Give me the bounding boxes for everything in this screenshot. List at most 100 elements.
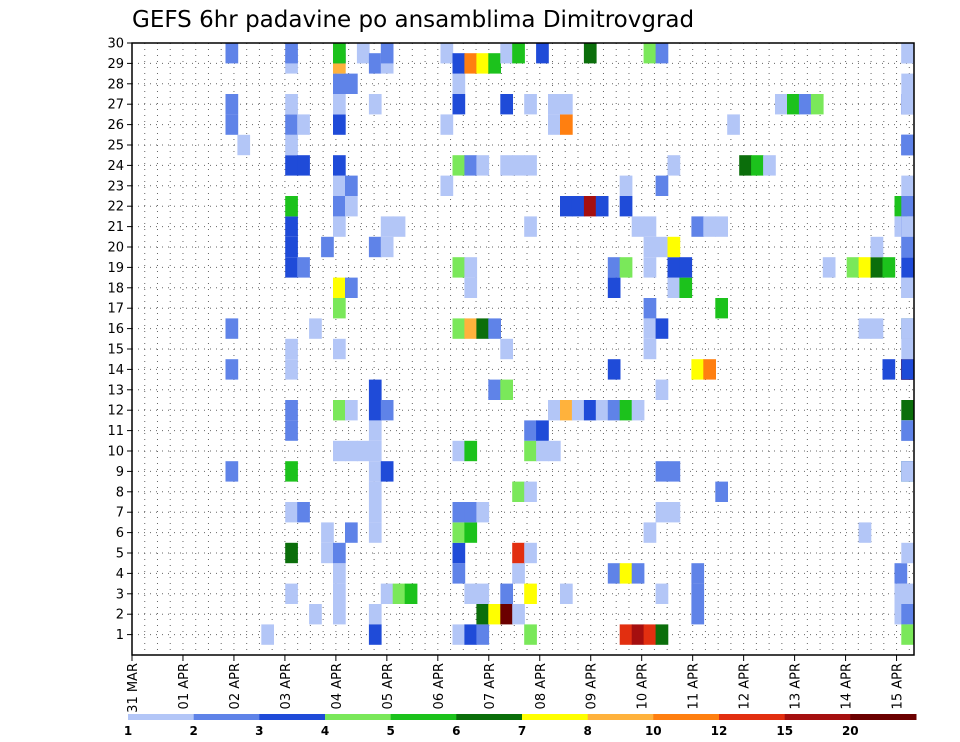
heatmap-cell xyxy=(870,318,884,339)
heatmap-cell xyxy=(500,43,513,64)
heatmap-cell xyxy=(667,257,681,278)
y-tick-label: 12 xyxy=(107,404,124,419)
heatmap-cell xyxy=(512,481,525,502)
x-tick-label: 11 APR xyxy=(687,663,702,709)
heatmap-cell xyxy=(333,583,346,604)
heatmap-cell xyxy=(703,216,716,237)
heatmap-cell xyxy=(452,53,466,74)
heatmap-cell xyxy=(787,94,800,115)
y-tick-label: 13 xyxy=(107,383,124,398)
heatmap-cell xyxy=(901,400,914,421)
heatmap-cell xyxy=(345,175,358,196)
y-tick-label: 6 xyxy=(116,526,124,541)
heatmap-cell xyxy=(333,43,346,64)
heatmap-cell xyxy=(524,94,537,115)
heatmap-cell xyxy=(619,175,633,196)
heatmap-cell xyxy=(512,43,525,64)
heatmap-cell xyxy=(901,277,914,298)
y-tick-label: 29 xyxy=(107,57,124,72)
y-tick-label: 22 xyxy=(107,200,124,215)
heatmap-cell xyxy=(901,196,914,217)
heatmap-cell xyxy=(560,583,573,604)
heatmap-cell xyxy=(894,563,908,584)
heatmap-cell xyxy=(858,318,872,339)
heatmap-cell xyxy=(655,461,669,482)
heatmap-cell xyxy=(464,155,478,176)
x-tick-label: 09 APR xyxy=(585,663,600,709)
heatmap-cell xyxy=(440,43,454,64)
heatmap-cell xyxy=(655,175,669,196)
heatmap-cell xyxy=(488,53,501,74)
heatmap-cell xyxy=(392,583,406,604)
heatmap-cell xyxy=(524,440,537,462)
heatmap-cell xyxy=(901,542,914,564)
heatmap-cell xyxy=(500,94,513,115)
heatmap-cell xyxy=(285,114,298,135)
heatmap-cell xyxy=(643,257,657,278)
heatmap-cell xyxy=(476,624,490,645)
heatmap-cell xyxy=(333,277,346,298)
y-tick-label: 5 xyxy=(116,547,124,562)
heatmap-cell xyxy=(500,379,513,400)
heatmap-cell xyxy=(225,94,239,115)
heatmap-cell xyxy=(775,94,788,115)
heatmap-cell xyxy=(901,43,914,64)
heatmap-cell xyxy=(452,440,466,462)
heatmap-cell xyxy=(261,624,274,645)
heatmap-cell xyxy=(368,420,382,441)
y-tick-label: 24 xyxy=(107,159,124,174)
colorbar-label: 3 xyxy=(255,724,263,738)
y-tick-label: 26 xyxy=(107,118,124,133)
heatmap-cell xyxy=(345,400,358,421)
heatmap-cell xyxy=(619,257,633,278)
heatmap-cell xyxy=(488,379,501,400)
heatmap-cell xyxy=(512,542,525,564)
heatmap-cell xyxy=(619,196,633,217)
colorbar-label: 1 xyxy=(124,724,132,738)
heatmap-cell xyxy=(901,461,914,482)
y-axis-ticks: 1234567891011121314151617181920212223242… xyxy=(107,37,132,643)
heatmap-cell xyxy=(643,216,657,237)
y-tick-label: 9 xyxy=(116,465,124,480)
heatmap-cell xyxy=(901,359,914,380)
heatmap-cell xyxy=(810,94,824,115)
y-tick-label: 7 xyxy=(116,506,124,521)
heatmap-cell xyxy=(488,604,501,625)
x-axis-ticks: 31 MAR 01 APR 02 APR 03 APR 04 APR 05 APR 06 A… xyxy=(126,655,906,713)
heatmap-cell xyxy=(237,134,251,156)
heatmap-cell xyxy=(655,236,669,258)
heatmap-cell xyxy=(368,236,382,258)
heatmap-cell xyxy=(225,43,239,64)
heatmap-cell xyxy=(798,94,812,115)
heatmap-cell xyxy=(715,216,728,237)
y-tick-label: 1 xyxy=(116,628,124,643)
heatmap-cell xyxy=(655,583,669,604)
y-tick-label: 20 xyxy=(107,241,124,256)
heatmap-cell xyxy=(560,94,573,115)
heatmap-cell xyxy=(333,298,346,319)
colorbar-label: 2 xyxy=(190,724,198,738)
heatmap-cell xyxy=(631,563,645,584)
heatmap-cell xyxy=(488,318,501,339)
heatmap-cell xyxy=(691,359,705,380)
colorbar-swatch xyxy=(128,714,195,720)
heatmap-cell xyxy=(667,155,681,176)
heatmap-cell xyxy=(858,257,872,278)
heatmap-cell xyxy=(901,257,914,278)
heatmap-cell xyxy=(536,440,549,462)
heatmap-cell xyxy=(297,502,310,523)
heatmap-cell xyxy=(452,522,466,543)
y-tick-label: 11 xyxy=(107,424,124,439)
y-tick-label: 28 xyxy=(107,77,124,92)
heatmap-cell xyxy=(452,318,466,339)
heatmap-cell xyxy=(643,522,657,543)
heatmap-cell xyxy=(619,563,633,584)
heatmap-cell xyxy=(225,318,239,339)
heatmap-cell xyxy=(285,420,298,441)
heatmap-cell xyxy=(583,43,597,64)
y-tick-label: 27 xyxy=(107,98,124,113)
heatmap-cell xyxy=(476,583,490,604)
x-tick-label: 31 MAR xyxy=(126,663,141,713)
y-tick-label: 2 xyxy=(116,608,124,623)
